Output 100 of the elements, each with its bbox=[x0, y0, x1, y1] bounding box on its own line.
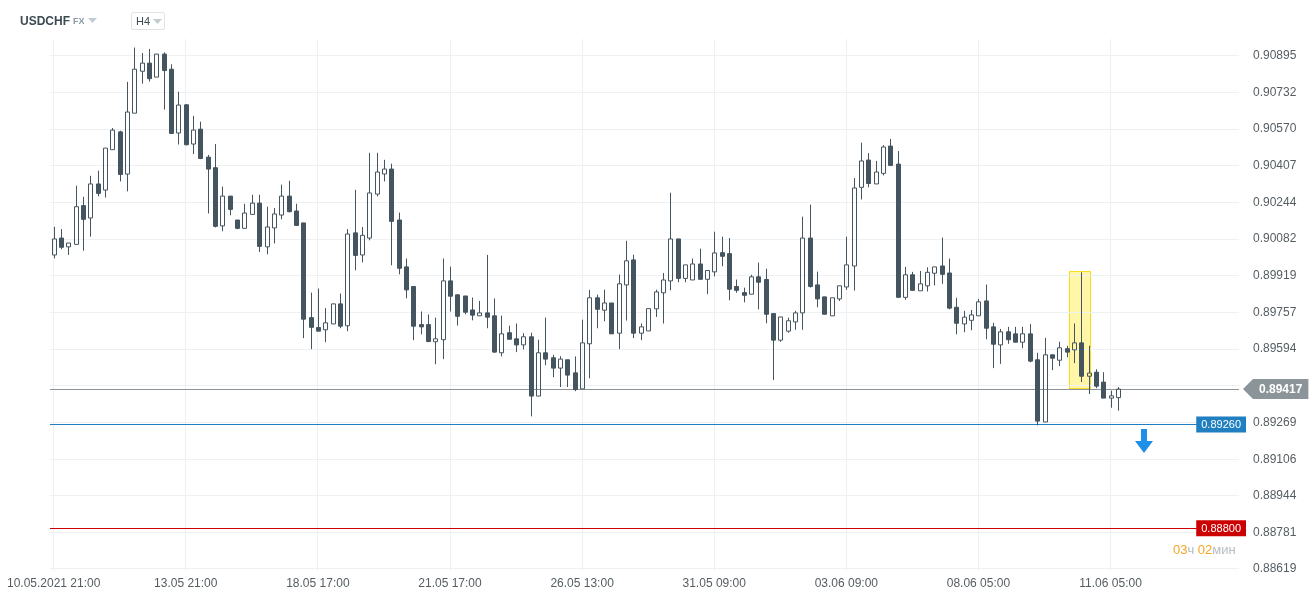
candlestick bbox=[991, 322, 996, 369]
ref-line-label: 0.89260 bbox=[1201, 418, 1241, 431]
chart-subtitle: FX bbox=[73, 16, 85, 26]
candlestick bbox=[265, 206, 270, 255]
candlestick bbox=[727, 237, 732, 301]
candlestick bbox=[154, 53, 159, 78]
y-tick-label: 0.89594 bbox=[1253, 341, 1297, 356]
candlestick bbox=[565, 359, 570, 388]
candlestick bbox=[580, 319, 585, 390]
candlestick bbox=[631, 254, 636, 339]
y-tick-label: 0.89106 bbox=[1253, 451, 1297, 466]
ref-line-label: 0.88800 bbox=[1201, 521, 1241, 534]
y-tick-label: 0.90732 bbox=[1253, 84, 1297, 99]
candlestick bbox=[88, 175, 93, 238]
candlestick bbox=[654, 289, 659, 318]
candlestick bbox=[426, 313, 431, 343]
candlestick bbox=[1072, 322, 1077, 364]
candlestick bbox=[345, 228, 350, 332]
candlestick bbox=[66, 242, 71, 256]
candlestick bbox=[661, 272, 666, 324]
x-tick-label: 31.05 09:00 bbox=[682, 575, 747, 590]
candlestick bbox=[932, 266, 937, 286]
candlestick bbox=[1116, 386, 1121, 412]
chart-title: USDCHF bbox=[20, 14, 70, 28]
candlestick bbox=[448, 266, 453, 313]
candlestick bbox=[844, 236, 849, 291]
candlestick bbox=[529, 332, 534, 417]
candlestick bbox=[800, 216, 805, 331]
x-tick-label: 03.06 09:00 bbox=[814, 575, 879, 590]
y-tick-label: 0.90895 bbox=[1253, 48, 1297, 63]
x-tick-label: 18.05 17:00 bbox=[286, 575, 350, 590]
candlestick bbox=[455, 293, 460, 327]
candlestick bbox=[859, 142, 864, 200]
y-tick-label: 0.88619 bbox=[1253, 561, 1297, 576]
candlestick bbox=[477, 300, 482, 317]
candlestick bbox=[646, 308, 651, 332]
candlestick bbox=[771, 313, 776, 381]
x-tick-label: 08.06 05:00 bbox=[946, 575, 1011, 590]
y-tick-label: 0.90570 bbox=[1253, 121, 1297, 136]
candlestick bbox=[176, 91, 181, 145]
y-tick-label: 0.89757 bbox=[1253, 304, 1297, 319]
candlestick bbox=[331, 303, 336, 325]
y-tick-label: 0.88781 bbox=[1253, 524, 1297, 539]
candlestick bbox=[676, 238, 681, 283]
candlestick bbox=[1087, 345, 1092, 395]
candlestick bbox=[367, 152, 372, 241]
candlestick bbox=[96, 170, 101, 197]
candlestick bbox=[338, 293, 343, 329]
x-tick-label: 10.05.2021 21:00 bbox=[6, 575, 101, 590]
candlestick bbox=[705, 270, 710, 295]
candlestick bbox=[316, 288, 321, 332]
candlestick bbox=[903, 266, 908, 301]
candlestick bbox=[470, 297, 475, 321]
candlestick bbox=[595, 294, 600, 329]
candlestick bbox=[756, 262, 761, 310]
candlestick bbox=[587, 289, 592, 379]
candlestick bbox=[125, 81, 130, 192]
candlestick bbox=[830, 297, 835, 317]
candlestick bbox=[998, 328, 1003, 365]
candlestick bbox=[1028, 323, 1033, 363]
candlestick bbox=[668, 192, 673, 291]
candlestick bbox=[698, 248, 703, 280]
x-tick-label: 21.05 17:00 bbox=[418, 575, 483, 590]
candlestick bbox=[536, 339, 541, 397]
candlestick bbox=[918, 270, 923, 292]
candlestick bbox=[1035, 352, 1040, 426]
candlestick bbox=[492, 297, 497, 354]
y-tick-label: 0.90244 bbox=[1253, 194, 1297, 209]
candlestick bbox=[323, 307, 328, 343]
candlestick bbox=[441, 258, 446, 360]
candlestick bbox=[301, 222, 306, 339]
candlestick bbox=[617, 274, 622, 350]
y-tick-label: 0.90407 bbox=[1253, 158, 1297, 173]
candlestick bbox=[118, 130, 123, 182]
text: H4 bbox=[136, 15, 151, 27]
x-tick-label: 11.06 05:00 bbox=[1079, 575, 1143, 590]
candlestick bbox=[485, 254, 490, 329]
candlestick bbox=[1079, 271, 1084, 383]
y-tick-label: 0.89269 bbox=[1253, 414, 1297, 429]
candlestick bbox=[712, 231, 717, 277]
candlestick bbox=[543, 317, 548, 366]
candlestick bbox=[433, 317, 438, 365]
candlestick bbox=[984, 283, 989, 340]
candlestick bbox=[499, 315, 504, 357]
candlestick bbox=[602, 289, 607, 322]
candlestick bbox=[74, 185, 79, 245]
y-tick-label: 0.88944 bbox=[1253, 488, 1297, 503]
candlestick bbox=[558, 355, 563, 388]
candlestick bbox=[213, 143, 218, 228]
candlestick bbox=[639, 322, 644, 341]
candlestick bbox=[910, 271, 915, 291]
candlestick bbox=[852, 177, 857, 292]
candlestick bbox=[624, 240, 629, 322]
candlestick bbox=[874, 160, 879, 185]
candlestick bbox=[375, 152, 380, 197]
y-tick-label: 0.89919 bbox=[1253, 268, 1297, 283]
candlestick bbox=[309, 292, 314, 350]
candlestick bbox=[764, 268, 769, 324]
candlestick bbox=[925, 266, 930, 292]
annotation: 03ч 02мин bbox=[1173, 542, 1236, 557]
